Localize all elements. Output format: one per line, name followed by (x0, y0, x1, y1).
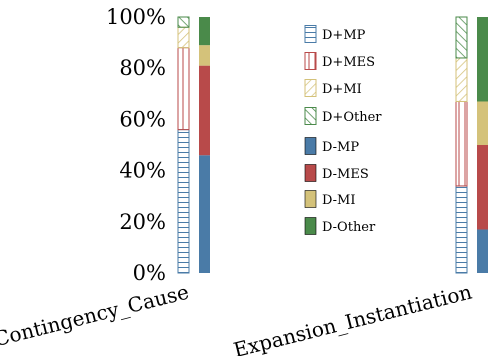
legend-swatch-d-mp (304, 25, 317, 43)
legend-swatch-d-other (304, 217, 317, 235)
category-labels: Contingency_Cause Expansion_Instantiation (0, 280, 474, 356)
bar-expansion-instantiation-d-other (455, 16, 468, 59)
category-label: Expansion_Instantiation (231, 280, 474, 356)
legend-label-d-mp: D-MP (322, 140, 359, 155)
y-tick-label: 0% (133, 261, 166, 285)
y-tick-label: 80% (119, 56, 166, 80)
bar-expansion-instantiation-d-mes (455, 100, 468, 187)
bar-expansion-instantiation-d-mi (477, 101, 488, 145)
legend-swatch-d-mes (304, 164, 317, 182)
bar-expansion-instantiation-d-mes (477, 145, 488, 230)
y-tick-label: 100% (106, 5, 166, 29)
y-axis-ticks: 0% 20% 40% 60% 80% 100% (106, 5, 166, 285)
bar-contingency-cause-d-other (177, 16, 190, 28)
bar-expansion-instantiation-d-mi (455, 57, 468, 102)
legend-label-d-other: D-Other (322, 220, 376, 235)
legend: D+MP D+MES D+MI D+Other D-MP D-MES D-MI D-Other (304, 25, 382, 235)
bar-expansion-instantiation-d-mp (455, 185, 468, 274)
bar-contingency-cause-d-mi (199, 45, 210, 66)
y-tick-label: 60% (119, 107, 166, 131)
legend-label-d-mes: D-MES (322, 167, 369, 182)
bar-contingency-cause-d-mp (177, 129, 190, 274)
legend-swatch-d-mp (304, 137, 317, 155)
bar-contingency-cause-d-mes (199, 65, 210, 156)
legend-label-d-mes: D+MES (322, 55, 375, 70)
bar-contingency-cause-d-mi (177, 26, 190, 49)
legend-label-d-mp: D+MP (322, 28, 366, 43)
category-label: Contingency_Cause (0, 280, 191, 352)
bar-contingency-cause-d-mes (177, 47, 190, 131)
legend-swatch-d-other (304, 107, 317, 125)
bar-contingency-cause-d-other (199, 17, 210, 46)
legend-swatch-d-mes (304, 52, 317, 70)
legend-label-d-other: D+Other (322, 110, 382, 125)
legend-label-d-mi: D+MI (322, 82, 362, 97)
legend-label-d-mi: D-MI (322, 193, 356, 208)
bar-expansion-instantiation-d-mp (477, 229, 488, 273)
y-tick-label: 40% (119, 159, 166, 183)
bar-expansion-instantiation-d-other (477, 17, 488, 102)
bar-contingency-cause-d-mp (199, 155, 210, 273)
legend-swatch-d-mi (304, 79, 317, 97)
bars (177, 16, 488, 274)
legend-swatch-d-mi (304, 190, 317, 208)
y-tick-label: 20% (119, 210, 166, 234)
